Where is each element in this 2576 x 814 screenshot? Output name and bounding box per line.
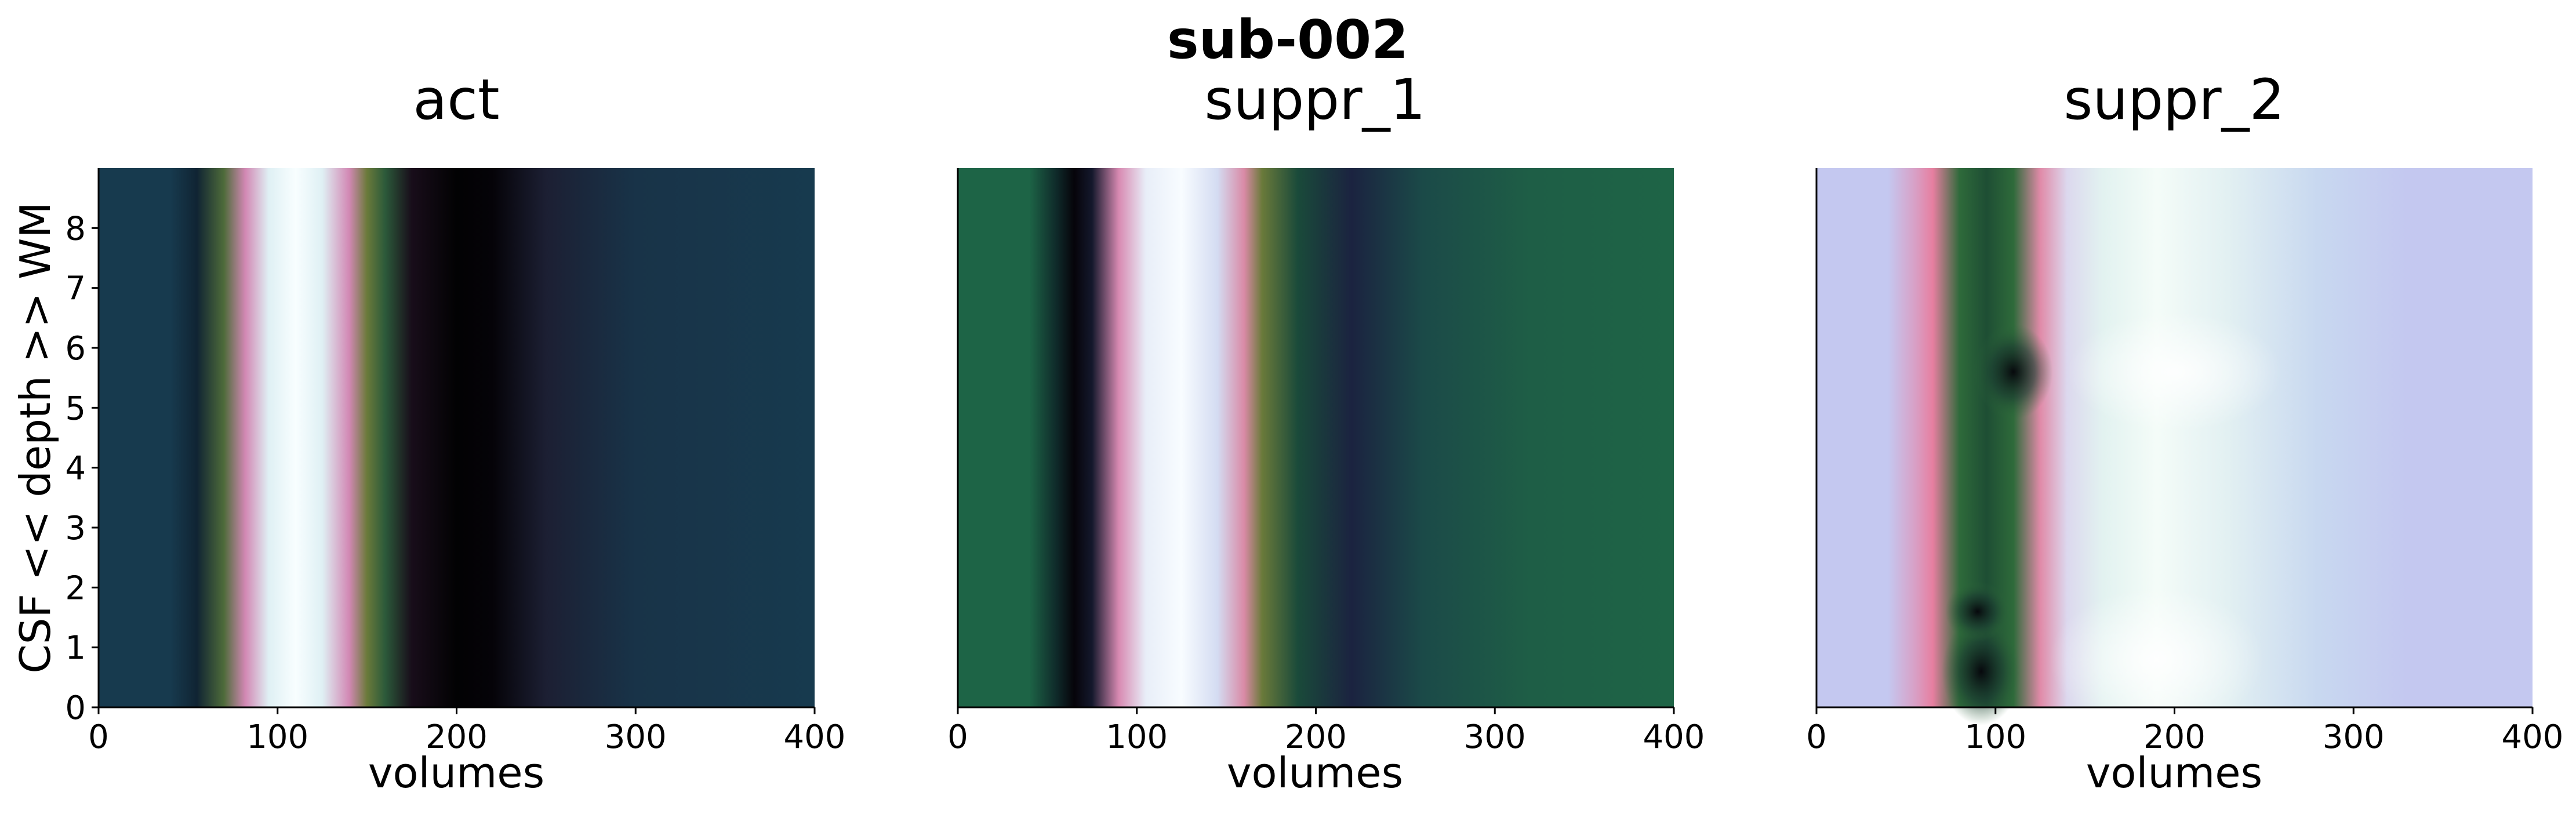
y-tick-label-2: 2 (65, 569, 86, 607)
x-tick-label-suppr-2-300: 300 (2323, 718, 2385, 756)
y-tick-label-3: 3 (65, 510, 86, 547)
x-tick-label-act-400: 400 (784, 718, 846, 756)
x-axis-label-suppr-2: volumes (2086, 748, 2262, 797)
heatmap-image-act (99, 168, 815, 707)
intensity-blob-3 (2049, 587, 2264, 732)
intensity-blob-2 (1974, 324, 2053, 420)
x-tick-label-suppr-1-400: 400 (1643, 718, 1705, 756)
x-tick-label-suppr-2-100: 100 (1964, 718, 2026, 756)
x-tick-label-suppr-1-100: 100 (1106, 718, 1168, 756)
y-tick-label-5: 5 (65, 390, 86, 427)
panel-title-suppr-1: suppr_1 (1204, 67, 1425, 132)
y-tick-label-7: 7 (65, 270, 86, 308)
y-tick-label-6: 6 (65, 330, 86, 368)
x-axis-label-suppr-1: volumes (1227, 748, 1403, 797)
heatmap-panel-act: act 0 100 200 300 400 0 1 2 3 4 5 6 7 8 volumes CSF … (11, 67, 845, 797)
heatmap-image-suppr-1 (958, 168, 1674, 707)
y-ticks-act: 0 1 2 3 4 5 6 7 8 (65, 210, 99, 727)
x-tick-label-suppr-1-0: 0 (947, 718, 968, 756)
intensity-blob-0 (1942, 617, 2021, 725)
y-tick-label-8: 8 (65, 210, 86, 248)
y-axis-label: CSF << depth >> WM (11, 202, 60, 673)
x-tick-label-act-100: 100 (246, 718, 308, 756)
x-ticks-act: 0 100 200 300 400 (88, 707, 845, 756)
depth-feature-overlay-suppr-2 (1942, 312, 2282, 732)
x-axis-label-act: volumes (368, 748, 544, 797)
y-tick-label-0: 0 (65, 689, 86, 727)
x-tick-label-suppr-2-200: 200 (2143, 718, 2206, 756)
figure-title: sub-002 (1167, 9, 1408, 71)
intensity-blob-4 (2067, 312, 2282, 432)
x-tick-label-act-300: 300 (605, 718, 667, 756)
panel-title-suppr-2: suppr_2 (2063, 67, 2284, 132)
x-tick-label-suppr-2-400: 400 (2502, 718, 2564, 756)
heatmap-panel-suppr-2: suppr_2 0 100 200 300 400 volumes (1806, 67, 2563, 797)
panel-title-act: act (413, 67, 499, 132)
x-tick-label-suppr-2-0: 0 (1806, 718, 1827, 756)
x-ticks-suppr-1: 0 100 200 300 400 (947, 707, 1705, 756)
y-tick-label-4: 4 (65, 450, 86, 488)
y-tick-label-1: 1 (65, 630, 86, 667)
x-tick-label-act-200: 200 (426, 718, 488, 756)
heatmap-panel-suppr-1: suppr_1 0 100 200 300 400 volumes (947, 67, 1705, 797)
intensity-blob-1 (1945, 581, 2010, 642)
x-ticks-suppr-2: 0 100 200 300 400 (1806, 707, 2563, 756)
x-tick-label-suppr-1-300: 300 (1464, 718, 1526, 756)
x-tick-label-act-0: 0 (88, 718, 109, 756)
x-tick-label-suppr-1-200: 200 (1285, 718, 1347, 756)
